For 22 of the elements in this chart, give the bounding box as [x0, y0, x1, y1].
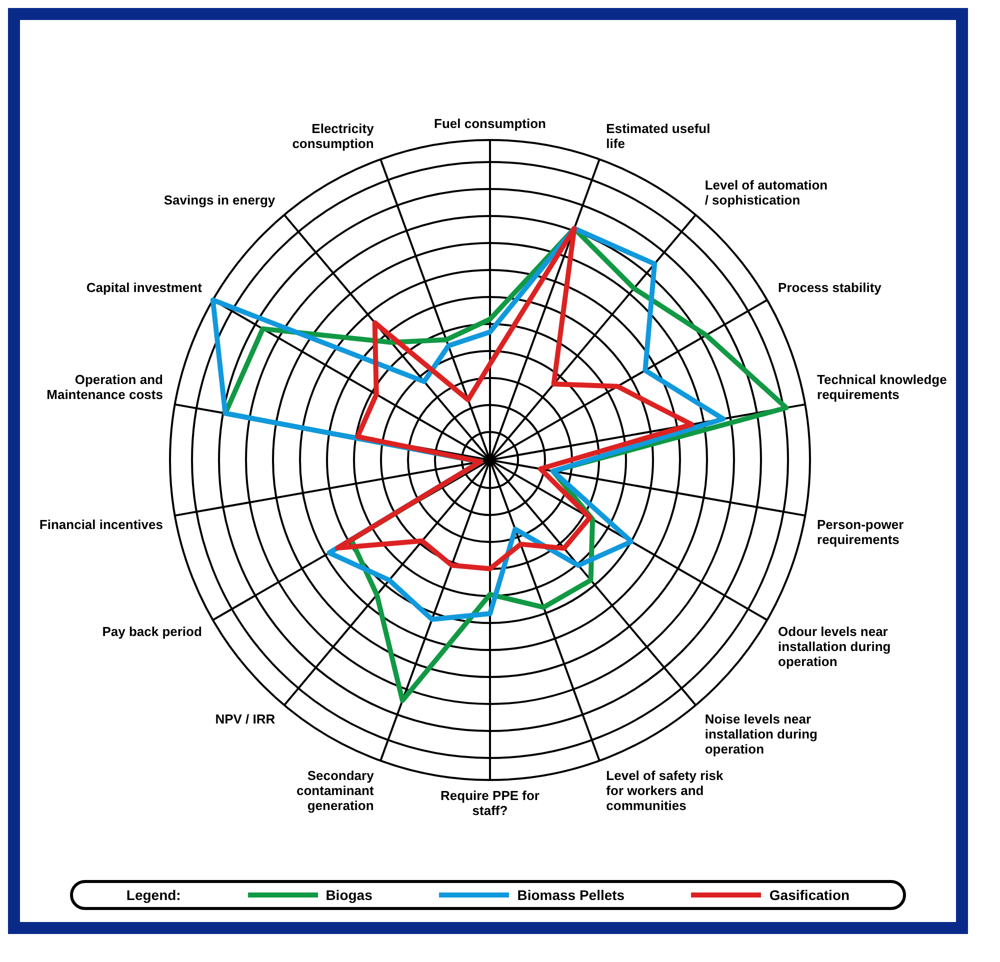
- legend-label: Biogas: [324, 887, 372, 903]
- spoke-label: Secondary contaminant generation: [296, 768, 375, 814]
- spoke-label: Estimated useful life: [606, 120, 710, 151]
- spoke-label: Process stability: [778, 280, 882, 295]
- legend-label: Biomass Pellets: [516, 887, 625, 903]
- spoke-label: Pay back period: [102, 624, 202, 639]
- spoke-label: Person-power requirements: [817, 516, 904, 547]
- spoke-label: NPV / IRR: [215, 711, 276, 726]
- spoke-label: Capital investment: [86, 280, 203, 295]
- spoke-label: Savings in energy: [164, 192, 276, 208]
- spoke-label: Technical knowledge requirements: [817, 372, 947, 402]
- spoke-label: Operation and Maintenance costs: [46, 372, 164, 402]
- spoke-label: Level of automation / sophistication: [704, 178, 828, 208]
- spoke-label: Noise levels near installation during operation: [704, 711, 818, 756]
- spoke-label: Level of safety risk for workers and communities: [606, 768, 724, 814]
- spoke-label: Odour levels near installation during operation: [778, 624, 891, 669]
- legend-title: Legend:: [126, 887, 181, 903]
- spoke-label: Fuel consumption: [434, 116, 546, 131]
- spoke-label: Require PPE for staff?: [440, 788, 540, 818]
- legend-label: Gasification: [768, 887, 850, 903]
- spoke-label: Financial incentives: [39, 516, 163, 532]
- spoke-label: Electricity consumption: [292, 120, 375, 151]
